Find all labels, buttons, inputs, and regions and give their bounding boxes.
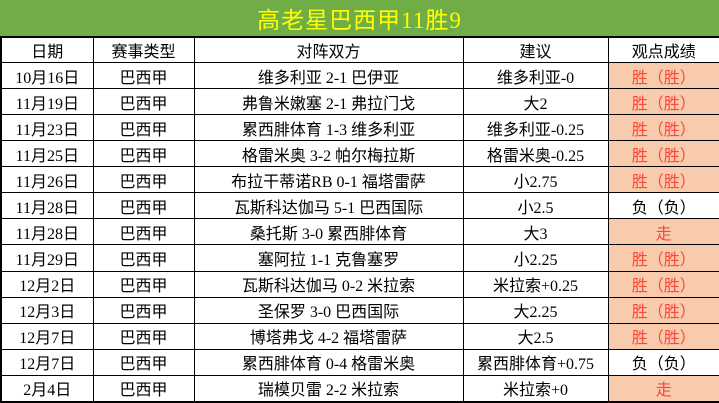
cell-suggestion: 维多利亚-0.25 bbox=[462, 114, 609, 142]
table-row: 10月16日 巴西甲 维多利亚 2-1 巴伊亚 维多利亚-0 胜（胜） bbox=[0, 61, 719, 90]
cell-league: 巴西甲 bbox=[92, 140, 195, 168]
table-row: 11月19日 巴西甲 弗鲁米嫩塞 2-1 弗拉门戈 大2 胜（胜） bbox=[0, 88, 719, 116]
cell-result: 胜（胜） bbox=[607, 270, 719, 298]
cell-league: 巴西甲 bbox=[92, 88, 195, 116]
cell-suggestion: 小2.25 bbox=[462, 244, 609, 272]
cell-result: 负（负） bbox=[607, 192, 719, 220]
cell-match: 累西腓体育 1-3 维多利亚 bbox=[193, 114, 464, 142]
col-header-date: 日期 bbox=[0, 36, 94, 63]
cell-date: 11月28日 bbox=[0, 192, 94, 220]
cell-match: 瓦斯科达伽马 0-2 米拉索 bbox=[193, 270, 464, 298]
col-header-league: 赛事类型 bbox=[92, 36, 195, 63]
cell-result: 胜（胜） bbox=[607, 140, 719, 168]
cell-league: 巴西甲 bbox=[92, 296, 195, 324]
cell-suggestion: 大2.25 bbox=[462, 296, 609, 324]
cell-match: 维多利亚 2-1 巴伊亚 bbox=[193, 61, 464, 90]
cell-suggestion: 大3 bbox=[462, 218, 609, 246]
record-table: 日期 赛事类型 对阵双方 建议 观点成绩 10月16日 巴西甲 维多利亚 2-1… bbox=[0, 36, 719, 403]
table-row: 11月29日 巴西甲 塞阿拉 1-1 克鲁塞罗 小2.25 胜（胜） bbox=[0, 244, 719, 272]
cell-league: 巴西甲 bbox=[92, 374, 195, 403]
cell-result: 胜（胜） bbox=[607, 166, 719, 194]
table-row: 2月4日 巴西甲 瑞模贝雷 2-2 米拉索 米拉索+0 走 bbox=[0, 374, 719, 403]
cell-league: 巴西甲 bbox=[92, 348, 195, 376]
cell-league: 巴西甲 bbox=[92, 114, 195, 142]
col-header-result: 观点成绩 bbox=[607, 36, 719, 63]
cell-suggestion: 小2.75 bbox=[462, 166, 609, 194]
cell-suggestion: 米拉索+0.25 bbox=[462, 270, 609, 298]
cell-date: 10月16日 bbox=[0, 61, 94, 90]
cell-match: 瓦斯科达伽马 5-1 巴西国际 bbox=[193, 192, 464, 220]
cell-suggestion: 大2 bbox=[462, 88, 609, 116]
cell-league: 巴西甲 bbox=[92, 270, 195, 298]
cell-league: 巴西甲 bbox=[92, 322, 195, 350]
cell-match: 圣保罗 3-0 巴西国际 bbox=[193, 296, 464, 324]
cell-league: 巴西甲 bbox=[92, 192, 195, 220]
cell-date: 12月7日 bbox=[0, 348, 94, 376]
cell-suggestion: 小2.5 bbox=[462, 192, 609, 220]
cell-result: 胜（胜） bbox=[607, 322, 719, 350]
cell-date: 11月29日 bbox=[0, 244, 94, 272]
cell-date: 12月2日 bbox=[0, 270, 94, 298]
col-header-match: 对阵双方 bbox=[193, 36, 464, 63]
cell-suggestion: 格雷米奥-0.25 bbox=[462, 140, 609, 168]
table-row: 11月28日 巴西甲 瓦斯科达伽马 5-1 巴西国际 小2.5 负（负） bbox=[0, 192, 719, 220]
cell-match: 格雷米奥 3-2 帕尔梅拉斯 bbox=[193, 140, 464, 168]
col-header-suggestion: 建议 bbox=[462, 36, 609, 63]
cell-match: 瑞模贝雷 2-2 米拉索 bbox=[193, 374, 464, 403]
cell-suggestion: 大2.5 bbox=[462, 322, 609, 350]
cell-match: 塞阿拉 1-1 克鲁塞罗 bbox=[193, 244, 464, 272]
cell-date: 12月7日 bbox=[0, 322, 94, 350]
cell-date: 11月28日 bbox=[0, 218, 94, 246]
cell-suggestion: 累西腓体育+0.75 bbox=[462, 348, 609, 376]
cell-date: 11月23日 bbox=[0, 114, 94, 142]
cell-result: 走 bbox=[607, 218, 719, 246]
cell-date: 11月25日 bbox=[0, 140, 94, 168]
cell-result: 胜（胜） bbox=[607, 88, 719, 116]
cell-suggestion: 米拉索+0 bbox=[462, 374, 609, 403]
table-row: 12月2日 巴西甲 瓦斯科达伽马 0-2 米拉索 米拉索+0.25 胜（胜） bbox=[0, 270, 719, 298]
cell-league: 巴西甲 bbox=[92, 244, 195, 272]
cell-result: 胜（胜） bbox=[607, 244, 719, 272]
cell-date: 2月4日 bbox=[0, 374, 94, 403]
cell-match: 累西腓体育 0-4 格雷米奥 bbox=[193, 348, 464, 376]
table-row: 12月3日 巴西甲 圣保罗 3-0 巴西国际 大2.25 胜（胜） bbox=[0, 296, 719, 324]
table-row: 11月26日 巴西甲 布拉干蒂诺RB 0-1 福塔雷萨 小2.75 胜（胜） bbox=[0, 166, 719, 194]
cell-date: 11月19日 bbox=[0, 88, 94, 116]
cell-result: 走 bbox=[607, 374, 719, 403]
page-title: 高老星巴西甲11胜9 bbox=[0, 0, 719, 36]
cell-result: 胜（胜） bbox=[607, 296, 719, 324]
cell-suggestion: 维多利亚-0 bbox=[462, 61, 609, 90]
cell-league: 巴西甲 bbox=[92, 218, 195, 246]
header-row: 日期 赛事类型 对阵双方 建议 观点成绩 bbox=[0, 36, 719, 63]
cell-result: 负（负） bbox=[607, 348, 719, 376]
table-row: 12月7日 巴西甲 累西腓体育 0-4 格雷米奥 累西腓体育+0.75 负（负） bbox=[0, 348, 719, 376]
cell-result: 胜（胜） bbox=[607, 61, 719, 90]
cell-match: 弗鲁米嫩塞 2-1 弗拉门戈 bbox=[193, 88, 464, 116]
cell-match: 桑托斯 3-0 累西腓体育 bbox=[193, 218, 464, 246]
cell-date: 11月26日 bbox=[0, 166, 94, 194]
cell-league: 巴西甲 bbox=[92, 166, 195, 194]
cell-match: 博塔弗戈 4-2 福塔雷萨 bbox=[193, 322, 464, 350]
table-row: 11月25日 巴西甲 格雷米奥 3-2 帕尔梅拉斯 格雷米奥-0.25 胜（胜） bbox=[0, 140, 719, 168]
table-row: 11月23日 巴西甲 累西腓体育 1-3 维多利亚 维多利亚-0.25 胜（胜） bbox=[0, 114, 719, 142]
cell-result: 胜（胜） bbox=[607, 114, 719, 142]
table-row: 12月7日 巴西甲 博塔弗戈 4-2 福塔雷萨 大2.5 胜（胜） bbox=[0, 322, 719, 350]
cell-league: 巴西甲 bbox=[92, 61, 195, 90]
cell-match: 布拉干蒂诺RB 0-1 福塔雷萨 bbox=[193, 166, 464, 194]
cell-date: 12月3日 bbox=[0, 296, 94, 324]
table-row: 11月28日 巴西甲 桑托斯 3-0 累西腓体育 大3 走 bbox=[0, 218, 719, 246]
